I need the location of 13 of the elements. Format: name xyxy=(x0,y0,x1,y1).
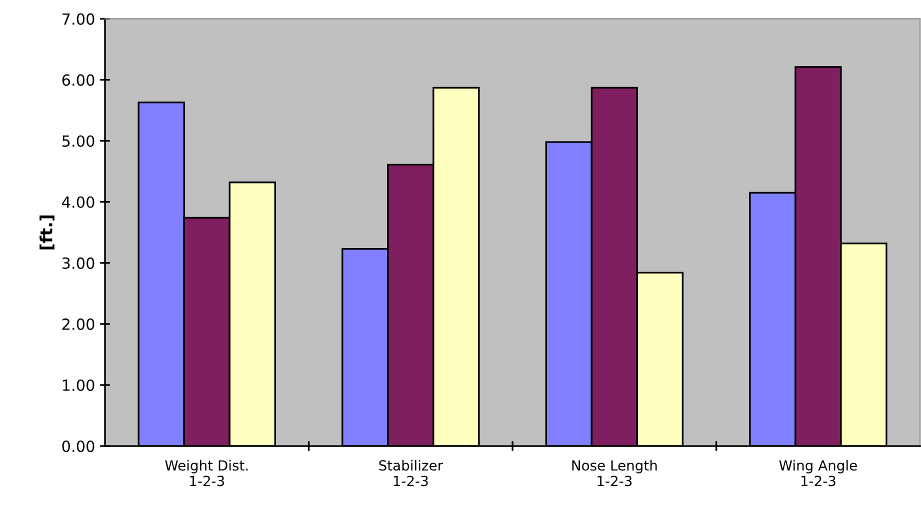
x-tick-label: Weight Dist. 1-2-3 xyxy=(165,460,248,486)
y-tick-label: 5.00 xyxy=(62,135,94,147)
y-tick-label: 1.00 xyxy=(62,379,94,392)
x-tick-label: Nose Length 1-2-3 xyxy=(572,460,657,486)
x-tick-label: Wing Angle 1-2-3 xyxy=(779,460,857,486)
y-tick-label: 2.00 xyxy=(62,318,94,330)
y-axis-title: [ft.] xyxy=(40,215,54,250)
y-tick-label: 0.00 xyxy=(62,440,94,452)
y-tick-label: 3.00 xyxy=(62,257,94,269)
y-tick-label: 6.00 xyxy=(62,74,94,86)
y-tick-label: 7.00 xyxy=(62,13,94,25)
y-tick-label: 4.00 xyxy=(62,196,94,208)
x-tick-label: Stabilizer 1-2-3 xyxy=(379,460,444,486)
